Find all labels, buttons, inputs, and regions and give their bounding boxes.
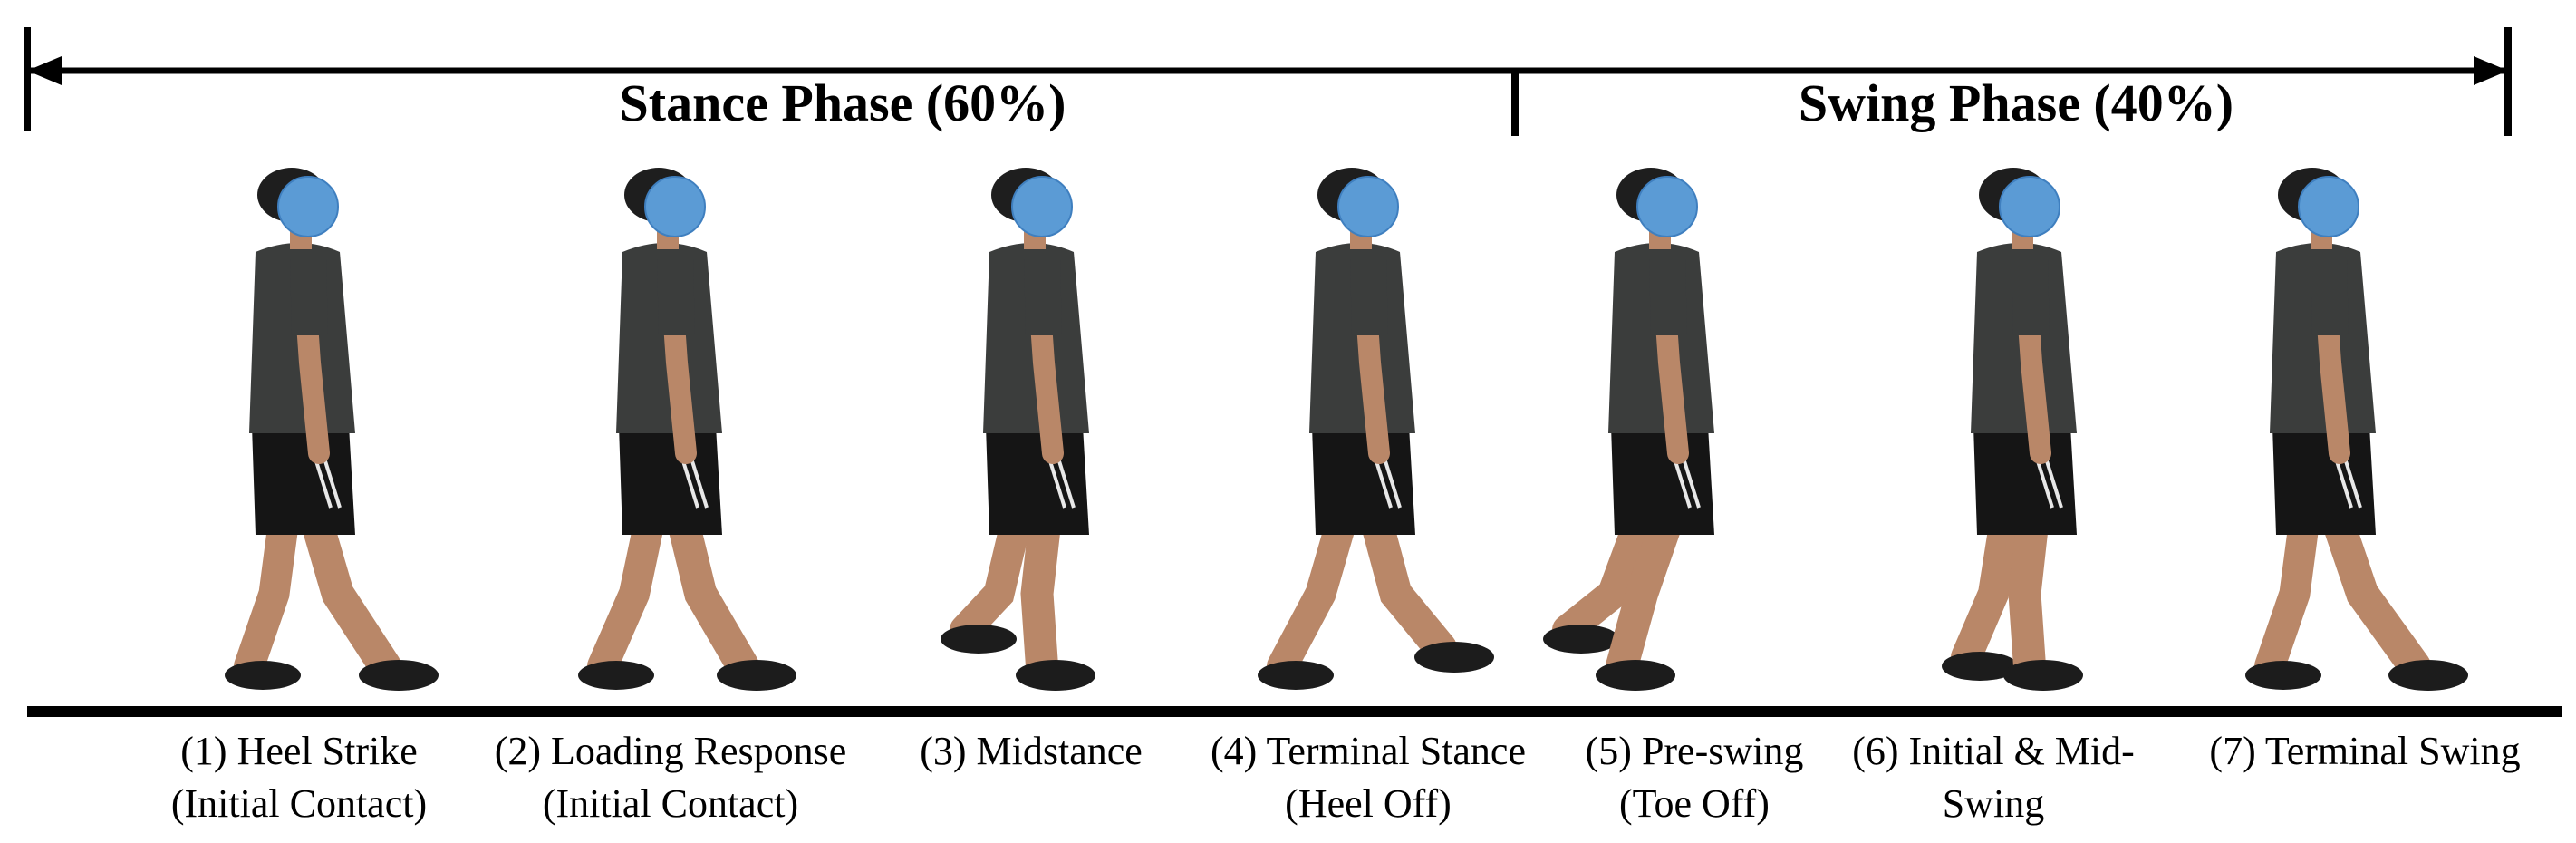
gait-stage-caption: (7) Terminal Swing (2209, 725, 2520, 778)
gait-stage-caption: (4) Terminal Stance (Heel Off) (1211, 725, 1526, 830)
shorts (1973, 426, 2077, 535)
back-leg (1267, 492, 1361, 682)
sleeve (1649, 258, 1687, 335)
front-leg (2008, 491, 2050, 683)
face-mask-circle (1999, 176, 2060, 237)
shorts (1611, 426, 1714, 535)
front-shoe (1414, 642, 1494, 673)
front-leg (1020, 491, 1063, 683)
caption-line-1: (3) Midstance (920, 729, 1143, 773)
front-leg (2317, 491, 2431, 683)
shorts (986, 426, 1089, 535)
walker-figure (2245, 168, 2468, 691)
caption-line-1: (6) Initial & Mid- (1852, 729, 2135, 773)
stance-phase-label: Stance Phase (60%) (619, 73, 1066, 132)
gait-stage-caption: (2) Loading Response (Initial Contact) (495, 725, 847, 830)
back-leg (950, 492, 1035, 645)
back-leg (2254, 492, 2321, 682)
swing-phase-label: Swing Phase (40%) (1798, 73, 2234, 132)
walker-figures (225, 168, 2468, 691)
front-leg (663, 491, 759, 683)
sleeve (2311, 258, 2349, 335)
face-mask-circle (644, 176, 706, 237)
walker-figure (1258, 168, 1494, 690)
caption-line-1: (5) Pre-swing (1585, 729, 1804, 773)
back-shoe (1942, 652, 2018, 681)
gait-stage-caption: (3) Midstance (920, 725, 1143, 778)
face-mask-circle (1337, 176, 1399, 237)
gait-stage-caption: (5) Pre-swing (Toe Off) (1586, 725, 1804, 830)
caption-line-2: (Initial Contact) (170, 781, 428, 826)
back-shoe (1258, 661, 1334, 690)
caption-line-1: (7) Terminal Swing (2209, 729, 2521, 773)
caption-line-1: (2) Loading Response (494, 729, 847, 773)
face-mask-circle (1011, 176, 1073, 237)
back-shoe (941, 625, 1017, 654)
face-mask-circle (1636, 176, 1698, 237)
front-shoe (1016, 660, 1095, 691)
front-shoe (1596, 660, 1675, 691)
gait-stage-caption: (1) Heel Strike (Initial Contact) (171, 725, 427, 830)
back-leg (234, 492, 301, 682)
back-shoe (225, 661, 301, 690)
walker-figure (1942, 168, 2083, 691)
back-leg (1552, 492, 1660, 645)
back-shoe (578, 661, 654, 690)
front-shoe (2388, 660, 2468, 691)
shorts (252, 426, 355, 535)
front-shoe (717, 660, 796, 691)
face-mask-circle (277, 176, 339, 237)
caption-line-2: (Initial Contact) (542, 781, 799, 826)
shorts (619, 426, 722, 535)
sleeve (2012, 258, 2050, 335)
face-mask-circle (2298, 176, 2359, 237)
caption-line-2: (Heel Off) (1285, 781, 1452, 826)
gait-stage-caption: (6) Initial & Mid- Swing (1852, 725, 2135, 830)
caption-line-2: Swing (1942, 781, 2045, 826)
front-leg (1606, 491, 1688, 683)
left-arrowhead (27, 56, 62, 85)
sleeve (1350, 258, 1388, 335)
back-leg (587, 492, 668, 682)
front-leg (1356, 491, 1457, 664)
walker-figure (941, 168, 1095, 691)
walker-figure (1543, 168, 1714, 691)
front-leg (296, 491, 401, 683)
back-shoe (2245, 661, 2321, 690)
sleeve (1024, 258, 1062, 335)
front-shoe (359, 660, 439, 691)
phase-bracket (24, 27, 2512, 136)
shorts (1312, 426, 1415, 535)
walker-figure (578, 168, 796, 691)
caption-line-2: (Toe Off) (1619, 781, 1770, 826)
right-arrowhead (2474, 56, 2508, 85)
caption-line-1: (1) Heel Strike (180, 729, 418, 773)
front-shoe (2003, 660, 2083, 691)
caption-line-1: (4) Terminal Stance (1211, 729, 1526, 773)
sleeve (657, 258, 695, 335)
shorts (2272, 426, 2376, 535)
back-leg (1951, 492, 2022, 673)
walker-figure (225, 168, 439, 691)
sleeve (290, 258, 328, 335)
back-shoe (1543, 625, 1619, 654)
